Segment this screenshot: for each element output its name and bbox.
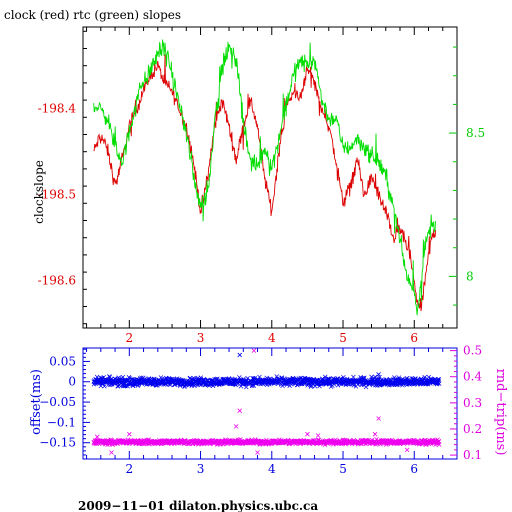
bottom-y-axis-label-left: offset(ms) <box>29 369 44 435</box>
round-trip-scatter-series <box>91 437 442 447</box>
bottom-y-tick-label-left: −0.05 <box>39 395 76 409</box>
offset-outlier-point <box>116 375 121 380</box>
top-y-tick-label-left: -198.4 <box>38 102 77 116</box>
top-x-tick-label: 6 <box>410 331 418 345</box>
bottom-y-axis-label-right: rnd−trip(ms) <box>493 369 508 456</box>
bottom-x-tick-label: 6 <box>410 462 418 476</box>
offset-scatter-series <box>91 374 442 390</box>
offset-outlier-point <box>226 376 232 381</box>
bottom-x-tick-label: 3 <box>197 462 205 476</box>
offset-outlier-point <box>237 352 243 358</box>
bottom-y-tick-label-right: 0.4 <box>463 370 482 384</box>
bottom-y-tick-label-right: 0.5 <box>463 344 482 358</box>
bottom-y-tick-label-left: −0.15 <box>39 436 76 450</box>
offset-outlier-point <box>426 377 431 382</box>
round-trip-outlier-point <box>237 408 243 413</box>
top-y-axis-label: clockslope <box>32 160 46 224</box>
bottom-y-tick-label-left: 0.05 <box>49 354 76 368</box>
offset-outlier-point <box>376 372 381 377</box>
round-trip-outlier-point <box>372 431 378 437</box>
round-trip-outlier-point <box>127 431 132 437</box>
bottom-y-tick-label-left: 0 <box>68 375 76 389</box>
round-trip-outlier-point <box>233 424 239 429</box>
round-trip-outlier-point <box>109 450 114 455</box>
round-trip-outlier-point <box>305 431 310 437</box>
offset-outlier-point <box>198 382 203 388</box>
round-trip-outlier-point <box>376 416 381 421</box>
round-trip-outlier-point <box>255 450 260 455</box>
round-trip-outlier-point <box>404 447 410 453</box>
top-x-tick-label: 2 <box>125 331 133 345</box>
rtc-slope-series <box>93 39 437 316</box>
bottom-x-tick-label: 4 <box>268 462 276 476</box>
round-trip-outlier-point <box>315 433 321 438</box>
offset-outlier-point <box>151 376 157 382</box>
top-x-tick-label: 5 <box>339 331 347 345</box>
bottom-plot-frame <box>82 347 458 460</box>
bottom-y-tick-label-right: 0.3 <box>463 396 482 410</box>
offset-outlier-point <box>308 384 314 389</box>
offset-outlier-point <box>130 383 136 389</box>
bottom-y-tick-label-right: 0.2 <box>463 422 482 436</box>
top-y-tick-label-right: 8.5 <box>466 126 485 140</box>
top-chart-title: clock (red) rtc (green) slopes <box>4 8 181 22</box>
bottom-y-tick-label-left: −0.1 <box>47 415 76 429</box>
top-y-tick-label-left: -198.5 <box>38 188 76 202</box>
bottom-plot-area: 2 3 4 5 6 0.05 0 −0.05 −0.1 −0.15 0.5 0.4 0.3 0.2 0.1 <box>39 344 482 476</box>
top-x-tick-label: 3 <box>197 331 205 345</box>
bottom-x-tick-label: 2 <box>125 462 133 476</box>
bottom-x-tick-label: 5 <box>339 462 347 476</box>
top-y-tick-label-right: 8 <box>466 269 474 283</box>
top-x-tick-label: 4 <box>268 331 276 345</box>
offset-outlier-point <box>290 375 296 381</box>
bottom-y-tick-label-right: 0.1 <box>463 448 482 462</box>
offset-outlier-point <box>176 377 182 382</box>
round-trip-outlier-point <box>94 434 100 440</box>
clock-slope-series <box>93 54 437 312</box>
round-trip-outlier-point <box>251 348 257 353</box>
top-plot-frame <box>82 26 458 329</box>
footer-date-host: 2009−11−01 dilaton.physics.ubc.ca <box>78 499 318 512</box>
top-plot-area: 2 3 4 5 6 -198.4 -198.5 -198.6 8.5 8 <box>38 27 485 345</box>
offset-outlier-point <box>369 374 374 380</box>
top-y-tick-label-left: -198.6 <box>38 274 76 288</box>
